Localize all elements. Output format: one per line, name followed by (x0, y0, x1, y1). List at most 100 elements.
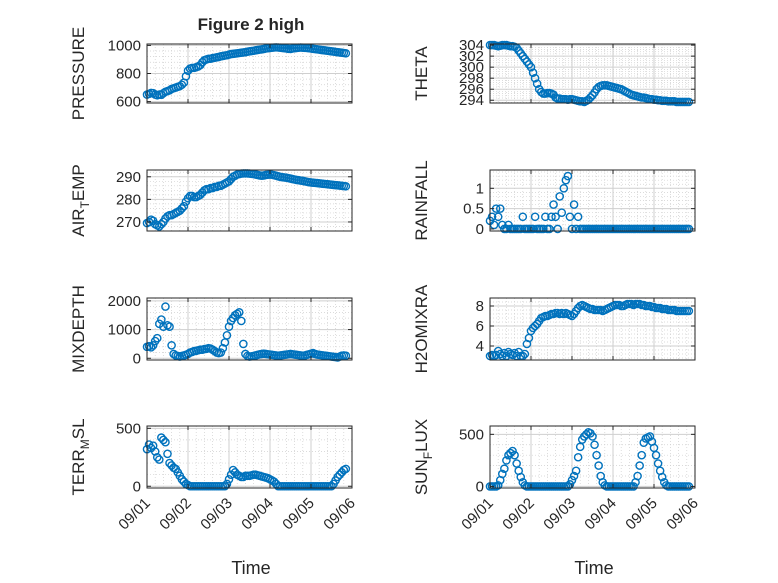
data-point (561, 175, 571, 185)
data-point (165, 322, 174, 332)
data-point (588, 432, 597, 441)
y-axis-label: MIXDEPTH (69, 285, 88, 373)
data-point (528, 68, 538, 77)
data-point (506, 448, 515, 458)
data-point (232, 309, 242, 319)
panel-rainfall: 0 0.5 1 RAINFALL (412, 160, 696, 241)
y-tick-label: 304 (459, 37, 484, 54)
data-point (565, 212, 575, 222)
data-point (154, 455, 164, 464)
data-point (586, 93, 595, 102)
data-point (541, 212, 550, 222)
data-point (177, 204, 187, 213)
data-point (493, 212, 503, 222)
data-point (532, 79, 542, 88)
x-tick-label: 09/03 (540, 495, 579, 534)
data-point (569, 471, 579, 481)
data-point (657, 472, 667, 482)
data-point (341, 181, 351, 191)
x-tick-label: 09/03 (197, 495, 236, 534)
y-axis-label: H2OMIXRA (412, 284, 431, 373)
data-point (573, 452, 583, 462)
y-tick-label: 0.5 (463, 201, 484, 218)
data-point (557, 208, 567, 217)
data-point (148, 88, 158, 98)
x-tick-label: 09/01 (115, 495, 154, 534)
data-point (179, 201, 189, 211)
data-point (218, 343, 228, 353)
y-tick-label: 800 (116, 66, 141, 83)
axes-box (489, 169, 696, 232)
y-tick-label: 296 (459, 81, 484, 98)
data-point (594, 461, 603, 470)
y-tick-label: 2000 (108, 293, 141, 310)
data-point (183, 193, 193, 203)
data-point (222, 331, 232, 340)
data-point (327, 481, 336, 491)
data-point (567, 224, 577, 234)
y-tick-label: 294 (459, 92, 484, 109)
data-point (493, 481, 503, 490)
x-tick-label: 09/04 (238, 495, 277, 534)
x-tick-label: 09/05 (279, 495, 318, 534)
y-axis-label: AIRTEMP (69, 164, 92, 237)
data-point (181, 72, 191, 81)
data-point (639, 438, 649, 447)
y-axis-label: PRESSURE (69, 27, 88, 121)
x-tick-label: 09/02 (499, 495, 538, 534)
data-point (637, 450, 647, 460)
data-point (528, 224, 538, 234)
data-point (516, 224, 526, 234)
y-tick-label: 0 (476, 478, 484, 495)
y-tick-label: 0 (133, 350, 141, 367)
data-point (592, 450, 601, 460)
y-tick-label: 300 (459, 59, 484, 76)
data-point (163, 449, 172, 459)
figure-title: Figure 2 high (198, 15, 305, 34)
data-point (590, 440, 599, 450)
panel-pressure: 600 800 1000 PRESSURE (69, 27, 353, 121)
data-point (633, 471, 642, 481)
data-point (159, 435, 168, 445)
x-axis-label-right: Time (574, 558, 613, 578)
data-point (163, 320, 172, 330)
data-point (502, 224, 511, 234)
data-point (635, 461, 644, 470)
data-point (167, 341, 176, 350)
plot-background (147, 298, 352, 360)
data-point (526, 62, 536, 72)
data-point (152, 333, 162, 343)
panel-h2omixra: 4 6 8 H2OMIXRA (412, 284, 696, 373)
axes-box (146, 297, 353, 361)
data-point (510, 450, 519, 460)
data-point (651, 450, 661, 460)
data-point (684, 306, 694, 316)
axes-box (489, 297, 696, 361)
x-tick-label: 09/02 (156, 495, 195, 534)
data-point (341, 464, 351, 474)
data-point (629, 482, 638, 491)
y-tick-label: 298 (459, 70, 484, 87)
y-tick-label: 600 (116, 94, 141, 111)
data-point (497, 469, 507, 479)
data-point (645, 432, 655, 441)
y-tick-label: 302 (459, 48, 484, 65)
data-point (341, 351, 351, 360)
y-tick-label: 1 (476, 180, 484, 197)
data-point (236, 316, 246, 326)
data-point (150, 447, 160, 456)
data-point (224, 475, 234, 484)
data-point (549, 200, 558, 209)
data-point (536, 87, 546, 97)
axes-box (146, 425, 353, 489)
axes-box (489, 43, 696, 104)
y-tick-label: 1000 (108, 322, 141, 339)
data-point (571, 466, 581, 476)
data-point (539, 224, 548, 234)
panels: 600 800 1000 PRESSURE 294296298300302304THET… (69, 27, 702, 534)
data-point (161, 302, 170, 311)
data-point (234, 308, 244, 317)
data-point (547, 212, 556, 222)
